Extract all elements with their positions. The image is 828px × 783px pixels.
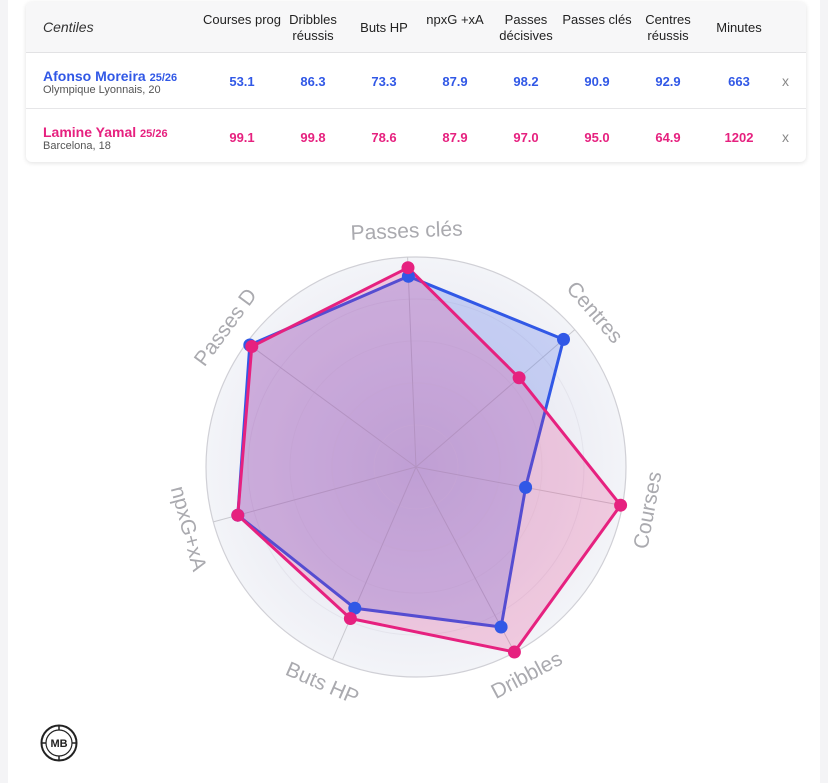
col-header-minutes: Minutes <box>716 20 762 35</box>
cell-value: 78.6 <box>371 130 397 145</box>
logo-text: MB <box>50 738 67 750</box>
col-header-centres: Centres réussis <box>645 12 691 43</box>
player-club: Barcelona, 18 <box>43 140 111 152</box>
player-name-text: Lamine Yamal <box>43 124 137 140</box>
radar-grid-ring <box>331 382 501 552</box>
table-row: Afonso Moreira 25/26 Olympique Lyonnais,… <box>26 53 806 109</box>
cell-value: 92.9 <box>655 74 681 89</box>
radar-spoke <box>332 466 417 660</box>
radar-grid-ring <box>289 340 543 594</box>
player-club: Olympique Lyonnais, 20 <box>43 84 161 96</box>
cell-value: 99.1 <box>229 130 255 145</box>
cell-value: 73.3 <box>371 74 397 89</box>
cell-value: 64.9 <box>655 130 681 145</box>
centiles-table: Centiles Courses prog Dribbles réussis B… <box>26 2 806 162</box>
col-header-passes-decisives: Passes décisives <box>499 12 553 43</box>
cell-value: 90.9 <box>584 74 610 89</box>
radar-series-polygon <box>236 266 623 654</box>
col-header-npxg-xa: npxG +xA <box>426 12 484 27</box>
cell-value: 99.8 <box>300 130 326 145</box>
col-header-dribbles: Dribbles réussis <box>289 12 337 43</box>
cell-value: 1202 <box>724 130 754 145</box>
radar-axis-label: npxG+xA <box>166 484 211 574</box>
col-header-courses-prog: Courses prog <box>202 12 282 27</box>
cell-value: 87.9 <box>442 130 468 145</box>
radar-data-point <box>231 508 245 522</box>
table-header: Centiles Courses prog Dribbles réussis B… <box>26 2 806 53</box>
radar-data-point <box>507 645 521 659</box>
player-name: Afonso Moreira 25/26 <box>43 68 177 84</box>
remove-player-button[interactable]: x <box>782 73 789 89</box>
radar-data-point <box>401 261 415 275</box>
radar-spoke <box>246 342 417 468</box>
radar-data-point <box>557 332 570 346</box>
radar-spoke <box>407 257 417 468</box>
cell-value: 87.9 <box>442 74 468 89</box>
cell-value: 53.1 <box>229 74 255 89</box>
radar-series <box>231 261 628 659</box>
radar-data-point <box>245 340 259 353</box>
radar-data-point <box>519 480 533 494</box>
radar-spoke <box>213 466 417 523</box>
radar-axis-label: Courses <box>630 470 667 551</box>
radar-data-point <box>614 498 628 512</box>
table-title: Centiles <box>43 19 94 35</box>
mb-logo-icon: MB <box>40 724 78 762</box>
radar-axis-label: Passes clés <box>350 217 463 244</box>
player-season: 25/26 <box>149 72 178 84</box>
player-season: 25/26 <box>140 128 168 140</box>
table-row: Lamine Yamal 25/26 Barcelona, 18 99.1 99… <box>26 109 806 164</box>
radar-data-point <box>343 612 357 625</box>
player-name: Lamine Yamal 25/26 <box>43 124 168 140</box>
col-header-passes-cles: Passes clés <box>562 12 632 27</box>
radar-grid-ring <box>373 424 459 510</box>
player-name-text: Afonso Moreira <box>43 68 146 84</box>
radar-data-point <box>348 601 362 615</box>
radar-grid-ring <box>247 298 585 636</box>
col-header-buts-hp: Buts HP <box>360 20 408 35</box>
cell-value: 95.0 <box>584 130 610 145</box>
remove-player-button[interactable]: x <box>782 129 789 145</box>
radar-spoke <box>415 329 576 468</box>
radar-data-point <box>494 620 508 634</box>
cell-value: 663 <box>728 74 750 89</box>
cell-value: 98.2 <box>513 74 539 89</box>
cell-value: 86.3 <box>300 74 326 89</box>
radar-series-polygon <box>236 274 565 629</box>
radar-data-point <box>512 371 526 385</box>
cell-value: 97.0 <box>513 130 539 145</box>
